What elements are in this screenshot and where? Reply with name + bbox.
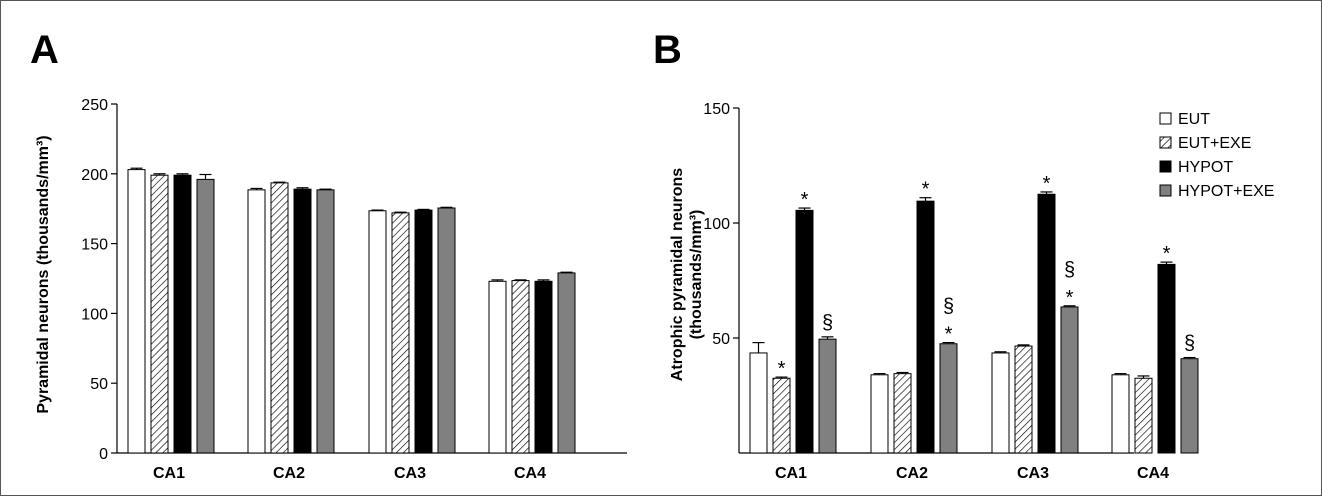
legend-label-hypot-exe: HYPOT+EXE	[1178, 183, 1274, 200]
panel-b-xtick-label-ca3: CA3	[1017, 465, 1049, 482]
legend-label-eut: EUT	[1178, 111, 1210, 128]
panel-b-annotation-ca2-hypot-0: *	[922, 179, 930, 201]
panel-a-bar-ca1-hypot	[173, 174, 192, 454]
legend-swatch-eut	[1159, 112, 1172, 125]
panel-b-bar-ca3-eut	[991, 352, 1010, 454]
panel-b-bar-ca2-hypot	[916, 200, 935, 454]
panel-b-annotation-ca2-hypot-exe-1: §	[943, 296, 954, 318]
panel-b-annotation-ca4-hypot-exe-0: §	[1184, 333, 1195, 355]
panel-a-xtick-label-ca2: CA2	[273, 465, 305, 482]
panel-b-bar-ca2-eut-exe	[893, 373, 912, 454]
panel-a-bar-ca3-eut	[368, 210, 387, 454]
panel-b-bar-ca3-eut-exe	[1014, 345, 1033, 454]
panel-a-ytick-label-150: 150	[81, 237, 108, 254]
panel-a-bar-ca1-eut-exe	[150, 174, 169, 454]
panel-b-xtick-label-ca4: CA4	[1137, 465, 1169, 482]
panel-a-bar-ca1-eut	[127, 169, 146, 454]
panel-b-annotation-ca1-hypot-0: *	[801, 189, 809, 211]
legend-label-hypot: HYPOT	[1178, 159, 1233, 176]
panel-b-bar-ca3-hypot-exe	[1060, 306, 1079, 454]
panel-a-bar-ca1-hypot-exe	[196, 178, 215, 454]
panel-b-bar-ca1-eut-exe	[772, 377, 791, 454]
panel-a-bar-ca3-hypot	[414, 209, 433, 454]
panel-b-xtick-label-ca1: CA1	[775, 465, 807, 482]
panel-b-bar-ca4-hypot	[1157, 263, 1176, 454]
panel-a-xtick-label-ca3: CA3	[394, 465, 426, 482]
panel-a-ytick-label-250: 250	[81, 97, 108, 114]
panel-a-bar-ca2-eut	[247, 189, 266, 454]
panel-b-ytick-label-50: 50	[712, 331, 730, 348]
panel-b-chart: 50 100 150 Atrophic pyramidal neurons (thous…	[669, 101, 1199, 482]
panel-b-annotation-ca4-hypot-0: *	[1163, 243, 1171, 265]
panel-b-ytick-label-150: 150	[703, 101, 730, 118]
panel-a-ylabel: Pyramidal neurons (thousands/mm³)	[35, 135, 52, 413]
legend-swatch-eut-exe	[1159, 136, 1172, 149]
panel-a-letter: A	[30, 28, 59, 72]
panel-a-bar-ca4-hypot-exe	[557, 272, 576, 454]
panel-b-bar-ca3-hypot	[1037, 193, 1056, 454]
legend-label-eut-exe: EUT+EXE	[1178, 135, 1251, 152]
panel-a-bar-ca2-hypot	[293, 188, 312, 454]
panel-a-bar-ca3-eut-exe	[391, 212, 410, 454]
panel-b-bar-ca1-eut	[749, 352, 768, 454]
panel-a-ytick-label-100: 100	[81, 306, 108, 323]
panel-a-chart: 0 50 100 150 200 250 Pyramidal neurons (thousa…	[35, 97, 627, 482]
panel-b-bar-ca2-eut	[870, 374, 889, 454]
panel-a-ytick-label-200: 200	[81, 167, 108, 184]
panel-a-bar-ca3-hypot-exe	[437, 207, 456, 454]
panel-b-bar-ca1-hypot	[795, 209, 814, 454]
panel-a-bar-ca4-eut	[488, 280, 507, 454]
panel-a-bar-ca4-hypot	[534, 280, 553, 454]
legend: EUT EUT+EXE HYPOT HYPOT+EXE	[1159, 111, 1274, 200]
panel-b-xtick-label-ca2: CA2	[896, 465, 928, 482]
panel-b-ylabel: Atrophic pyramidal neurons (thousands/mm³…	[669, 168, 705, 381]
panel-b-bar-ca1-hypot-exe	[818, 338, 837, 454]
panel-b-bar-ca2-hypot-exe	[939, 343, 958, 454]
panel-b-annotation-ca3-hypot-exe-1: §	[1064, 259, 1075, 281]
panel-b-annotation-ca1-hypot-exe-0: §	[822, 312, 833, 334]
panel-b-ytick-label-100: 100	[703, 216, 730, 233]
panel-a-ytick-label-50: 50	[90, 376, 108, 393]
panel-b-bar-ca4-hypot-exe	[1180, 358, 1199, 454]
legend-swatch-hypot	[1159, 160, 1172, 173]
legend-swatch-hypot-exe	[1159, 184, 1172, 197]
panel-b-annotation-ca3-hypot-0: *	[1043, 173, 1051, 195]
panel-a-bar-ca4-eut-exe	[511, 280, 530, 454]
panel-b-annotation-ca2-hypot-exe-0: *	[945, 324, 953, 346]
panel-b-bar-ca4-eut-exe	[1134, 377, 1153, 454]
panel-b-letter: B	[653, 28, 682, 72]
panel-a-bar-ca2-eut-exe	[270, 182, 289, 454]
panel-a-ytick-label-0: 0	[99, 446, 108, 463]
panel-b-annotation-ca3-hypot-exe-0: *	[1066, 287, 1074, 309]
panel-b-annotation-ca1-eut-exe-0: *	[778, 358, 786, 380]
panel-a-bar-ca2-hypot-exe	[316, 189, 335, 454]
panel-a-xtick-label-ca1: CA1	[153, 465, 185, 482]
panel-b-bar-ca4-eut	[1111, 374, 1130, 454]
panel-a-xtick-label-ca4: CA4	[514, 465, 546, 482]
